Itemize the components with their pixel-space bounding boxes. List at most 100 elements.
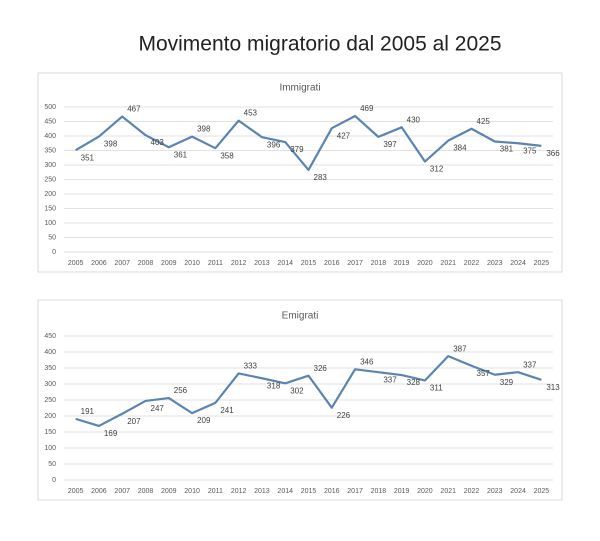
x-tick-label: 2011 [208, 488, 223, 495]
data-line [75, 114, 542, 172]
x-tick-label: 2007 [114, 488, 130, 495]
data-label: 312 [430, 165, 444, 174]
data-label: 397 [383, 140, 397, 149]
y-tick-label: 350 [44, 147, 56, 154]
data-label: 207 [127, 417, 141, 426]
x-tick-label: 2006 [91, 260, 107, 267]
data-label: 169 [104, 429, 118, 438]
y-tick-label: 400 [44, 133, 56, 140]
x-tick-label: 2009 [161, 488, 177, 495]
data-label: 329 [500, 378, 514, 387]
data-label: 384 [453, 144, 467, 153]
x-tick-label: 2005 [68, 260, 84, 267]
data-label: 467 [127, 105, 141, 114]
y-tick-label: 50 [48, 234, 56, 241]
x-tick-label: 2011 [208, 260, 223, 267]
y-tick-label: 0 [52, 249, 56, 256]
x-tick-label: 2006 [91, 488, 107, 495]
x-tick-label: 2008 [138, 488, 154, 495]
x-tick-label: 2017 [347, 488, 363, 495]
y-tick-label: 200 [44, 191, 56, 198]
x-tick-label: 2025 [534, 260, 550, 267]
x-tick-label: 2022 [464, 260, 480, 267]
data-label: 425 [477, 117, 491, 126]
x-tick-label: 2017 [347, 260, 363, 267]
data-label: 366 [546, 149, 560, 158]
x-tick-label: 2010 [184, 260, 200, 267]
x-tick-label: 2025 [534, 488, 550, 495]
x-tick-label: 2020 [417, 488, 433, 495]
y-tick-label: 50 [48, 461, 56, 468]
x-tick-label: 2009 [161, 260, 177, 267]
x-tick-label: 2016 [324, 488, 340, 495]
x-tick-label: 2018 [371, 488, 387, 495]
data-label: 256 [174, 386, 188, 395]
data-label: 313 [546, 383, 560, 392]
data-label: 357 [477, 369, 491, 378]
data-label: 337 [383, 375, 397, 384]
data-label: 375 [523, 146, 537, 155]
x-tick-label: 2007 [114, 260, 130, 267]
y-tick-label: 200 [44, 413, 56, 420]
data-label: 398 [197, 125, 211, 134]
x-tick-label: 2024 [510, 260, 526, 267]
x-tick-label: 2013 [254, 260, 270, 267]
x-tick-label: 2024 [510, 488, 526, 495]
y-tick-label: 250 [44, 176, 56, 183]
y-tick-label: 350 [44, 365, 56, 372]
x-tick-label: 2021 [440, 488, 456, 495]
y-tick-label: 450 [44, 118, 56, 125]
data-label: 337 [523, 360, 537, 369]
data-label: 226 [337, 411, 351, 420]
data-label: 387 [453, 344, 467, 353]
x-tick-label: 2010 [184, 488, 200, 495]
data-label: 361 [174, 150, 188, 159]
y-tick-label: 150 [44, 205, 56, 212]
data-label: 326 [314, 364, 328, 373]
x-tick-label: 2008 [138, 260, 154, 267]
data-label: 311 [430, 384, 443, 393]
data-label: 396 [267, 140, 281, 149]
x-tick-label: 2013 [254, 488, 270, 495]
y-tick-label: 400 [44, 349, 56, 356]
x-tick-label: 2019 [394, 260, 410, 267]
y-tick-label: 250 [44, 397, 56, 404]
x-tick-label: 2005 [68, 488, 84, 495]
data-label: 403 [151, 138, 165, 147]
x-tick-label: 2020 [417, 260, 433, 267]
data-label: 209 [197, 416, 211, 425]
data-label: 358 [220, 151, 234, 160]
x-tick-label: 2012 [231, 260, 247, 267]
data-label: 351 [81, 153, 95, 162]
x-tick-label: 2018 [371, 260, 387, 267]
chart-frame [37, 72, 563, 273]
chart-title: Immigrati [279, 83, 320, 94]
data-line [75, 355, 542, 428]
x-tick-label: 2015 [301, 260, 317, 267]
y-tick-label: 450 [44, 333, 56, 340]
data-label: 328 [407, 378, 421, 387]
y-tick-label: 150 [44, 429, 56, 436]
y-tick-label: 500 [44, 104, 56, 111]
data-label: 379 [290, 145, 304, 154]
data-label: 346 [360, 357, 374, 366]
data-label: 302 [290, 386, 304, 395]
x-tick-label: 2012 [231, 488, 247, 495]
y-tick-label: 0 [52, 477, 56, 484]
y-tick-label: 100 [44, 445, 56, 452]
x-tick-label: 2021 [440, 260, 456, 267]
x-tick-label: 2019 [394, 488, 410, 495]
data-label: 247 [151, 404, 165, 413]
data-label: 381 [500, 145, 514, 154]
y-tick-label: 100 [44, 220, 56, 227]
x-tick-label: 2016 [324, 260, 340, 267]
data-label: 398 [104, 140, 118, 149]
data-label: 427 [337, 131, 351, 140]
y-tick-label: 300 [44, 162, 56, 169]
x-tick-label: 2023 [487, 260, 503, 267]
data-label: 283 [314, 173, 328, 182]
data-label: 241 [220, 406, 234, 415]
x-tick-label: 2015 [301, 488, 317, 495]
data-label: 318 [267, 381, 281, 390]
